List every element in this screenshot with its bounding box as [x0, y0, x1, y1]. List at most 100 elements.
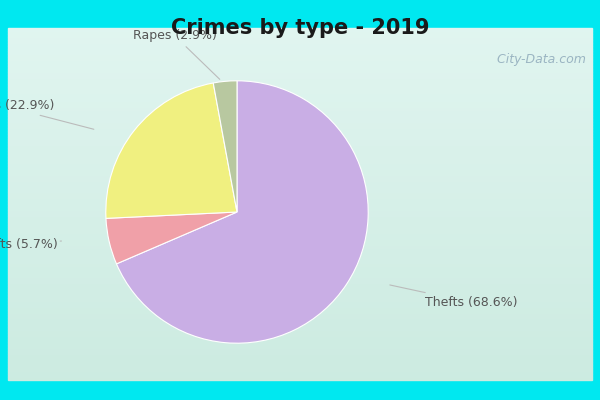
Bar — [8, 178, 592, 180]
Bar — [8, 260, 592, 263]
Bar — [8, 52, 592, 54]
Bar — [8, 219, 592, 222]
Bar — [8, 339, 592, 342]
Bar — [8, 110, 592, 113]
Bar — [8, 72, 592, 75]
Bar — [8, 254, 592, 257]
Bar — [8, 266, 592, 268]
Bar — [8, 216, 592, 219]
Bar — [8, 101, 592, 104]
Wedge shape — [106, 83, 237, 218]
Bar — [8, 28, 592, 31]
Bar — [8, 348, 592, 351]
Bar — [8, 81, 592, 84]
Bar — [8, 180, 592, 184]
Bar — [8, 34, 592, 37]
Bar — [8, 283, 592, 286]
Text: City-Data.com: City-Data.com — [493, 53, 586, 66]
Bar — [8, 292, 592, 295]
Bar — [8, 245, 592, 248]
Bar — [8, 57, 592, 60]
Bar — [8, 78, 592, 81]
Bar — [8, 321, 592, 324]
Bar — [8, 368, 592, 371]
Bar — [8, 356, 592, 360]
Bar — [8, 342, 592, 345]
Bar — [8, 154, 592, 157]
Bar — [8, 192, 592, 195]
Bar — [8, 233, 592, 236]
Bar — [8, 318, 592, 321]
Bar — [8, 189, 592, 192]
Bar — [8, 377, 592, 380]
Text: Crimes by type - 2019: Crimes by type - 2019 — [171, 18, 429, 38]
Text: Rapes (2.9%): Rapes (2.9%) — [133, 29, 220, 79]
Bar — [8, 336, 592, 339]
Bar — [8, 251, 592, 254]
Bar — [8, 116, 592, 119]
Bar — [8, 304, 592, 307]
Bar — [8, 43, 592, 46]
Bar — [8, 307, 592, 310]
Bar — [8, 324, 592, 327]
Bar — [8, 151, 592, 154]
Bar — [8, 213, 592, 216]
Bar — [8, 48, 592, 52]
Bar — [8, 63, 592, 66]
Bar — [8, 257, 592, 260]
Bar — [8, 96, 592, 98]
Bar — [8, 134, 592, 136]
Bar — [8, 31, 592, 34]
Bar — [8, 54, 592, 57]
Bar — [8, 198, 592, 201]
Bar — [8, 351, 592, 354]
Bar — [8, 289, 592, 292]
Bar — [8, 360, 592, 362]
Bar — [8, 60, 592, 63]
Bar — [8, 201, 592, 204]
Bar — [8, 107, 592, 110]
Bar — [8, 316, 592, 318]
Bar — [8, 268, 592, 272]
Bar — [8, 122, 592, 125]
Bar — [8, 280, 592, 283]
Bar — [8, 119, 592, 122]
Bar — [8, 327, 592, 330]
Bar — [8, 207, 592, 210]
Bar — [8, 301, 592, 304]
Bar — [8, 263, 592, 266]
Bar — [8, 295, 592, 298]
Bar — [8, 145, 592, 148]
Bar — [8, 166, 592, 169]
Bar — [8, 84, 592, 87]
Bar — [8, 131, 592, 134]
Bar — [8, 274, 592, 277]
Bar — [8, 222, 592, 224]
Bar — [8, 142, 592, 145]
Bar — [8, 195, 592, 198]
Bar — [8, 140, 592, 142]
Bar — [8, 312, 592, 316]
Bar — [8, 113, 592, 116]
Bar — [8, 310, 592, 312]
Bar — [8, 46, 592, 48]
Bar — [8, 365, 592, 368]
Wedge shape — [106, 212, 237, 264]
Bar — [8, 362, 592, 365]
Bar — [8, 236, 592, 239]
Bar — [8, 163, 592, 166]
Bar — [8, 228, 592, 230]
Bar — [8, 104, 592, 107]
Bar — [8, 248, 592, 251]
Bar — [8, 333, 592, 336]
Bar — [8, 128, 592, 131]
Bar — [8, 272, 592, 274]
Bar — [8, 242, 592, 245]
Bar — [8, 277, 592, 280]
Bar — [8, 286, 592, 289]
Bar — [8, 90, 592, 92]
Bar — [8, 210, 592, 213]
Bar — [8, 75, 592, 78]
Bar — [8, 169, 592, 172]
Bar — [8, 298, 592, 301]
